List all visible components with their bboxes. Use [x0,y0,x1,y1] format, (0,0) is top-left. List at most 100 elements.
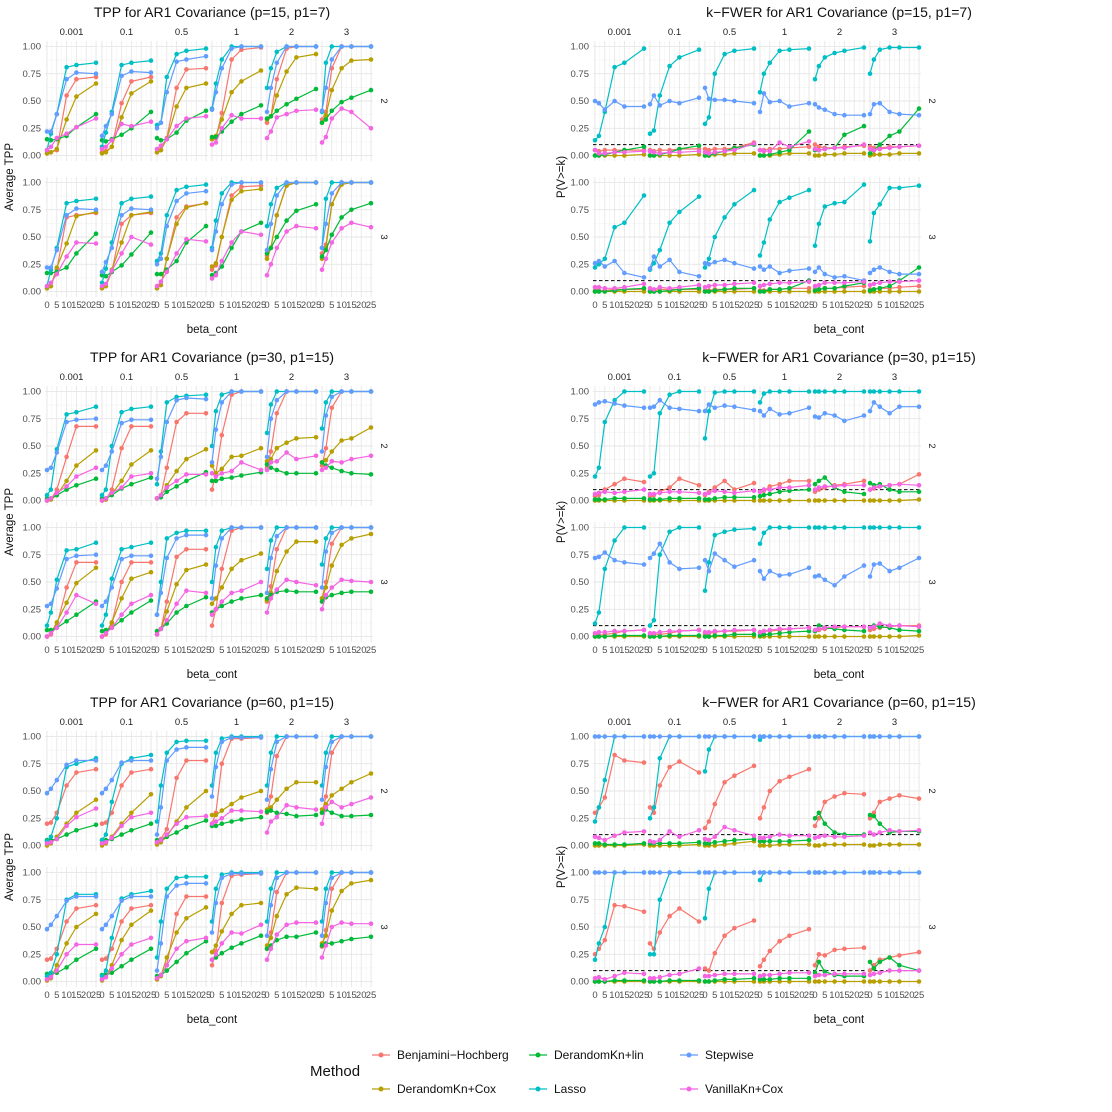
data-point [696,274,702,279]
data-point [164,826,170,832]
data-point [258,933,264,938]
data-point [239,808,244,813]
data-point [164,90,170,95]
data-point [44,467,50,473]
data-point [787,734,792,739]
data-point [203,81,209,86]
data-point [44,492,50,498]
data-point [48,970,54,976]
data-point [329,116,335,121]
data-point [641,760,647,765]
data-point [877,142,883,147]
data-point [229,389,234,394]
x-tick-label: 10 [774,990,785,1001]
data-point [751,488,757,494]
data-point [706,490,712,496]
data-point [268,402,274,407]
data-point [74,580,79,586]
y-tick-label: 1.00 [571,387,590,398]
data-point [274,889,280,895]
data-point [667,153,672,158]
data-point [119,420,124,426]
data-point [93,404,99,410]
data-point [822,634,828,639]
data-point [877,870,883,875]
data-point [284,811,289,817]
data-point [164,74,170,80]
data-point [103,627,109,633]
data-point [732,627,737,633]
data-point [822,475,828,480]
data-point [667,529,672,535]
data-point [602,734,608,739]
data-point [897,289,902,294]
data-point [174,883,179,888]
panel-r2-c5 [264,177,319,297]
data-point [832,624,837,629]
data-point [274,937,280,943]
data-point [313,202,319,207]
data-point [213,812,219,818]
y-tick-label: 1.00 [571,42,590,53]
data-point [757,90,763,95]
data-point [184,236,189,242]
data-point [897,129,902,134]
data-point [667,913,672,919]
data-point [209,623,215,628]
x-tick-label: 10 [719,300,730,311]
data-point [816,525,822,530]
data-point [777,626,782,632]
data-point [219,476,225,482]
data-point [119,579,124,585]
data-point [319,140,325,145]
data-point [871,498,877,503]
panel-r1-c3 [154,386,209,506]
data-point [164,617,170,623]
data-point [209,487,215,492]
data-point [696,870,702,875]
data-point [154,976,160,981]
data-point [751,100,757,106]
data-point [916,796,922,801]
data-point [816,816,822,821]
data-point [867,389,873,394]
facet-strip-col: 0.1 [120,372,133,383]
data-point [44,821,50,826]
data-point [722,838,727,844]
data-point [887,955,892,960]
data-point [667,485,672,490]
data-point [339,870,344,875]
data-point [897,962,902,968]
data-point [349,58,354,63]
data-point [313,539,319,544]
data-point [641,870,647,875]
data-point [274,445,280,451]
data-point [867,634,873,639]
data-point [258,232,264,238]
x-tick-label: 0 [867,645,872,656]
data-point [812,146,818,152]
data-point [887,796,892,801]
data-point [274,76,280,82]
data-point [103,259,109,265]
data-point [99,146,105,152]
x-tick-label: 25 [749,645,760,656]
data-point [203,818,209,823]
data-point [174,610,179,615]
x-tick-label: 15 [126,300,137,311]
data-point [767,287,773,292]
data-point [203,894,209,899]
panel-r1-c3 [702,41,757,161]
series-line [211,181,261,251]
data-point [229,735,234,740]
data-point [174,468,179,474]
series-line [156,740,206,822]
data-point [897,144,902,150]
panel-r2-c1 [592,177,647,297]
data-point [148,894,154,899]
data-point [751,280,757,286]
data-point [209,601,215,607]
data-point [323,196,329,202]
data-point [702,491,708,497]
data-point [751,632,757,637]
